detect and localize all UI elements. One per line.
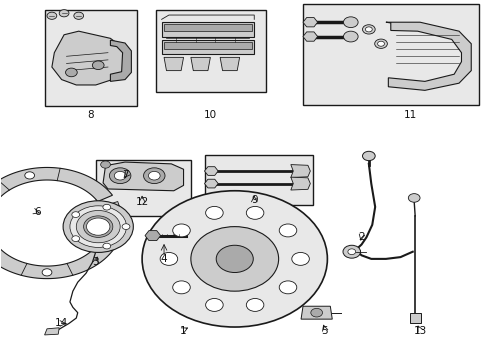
Polygon shape xyxy=(103,162,183,191)
Circle shape xyxy=(347,249,355,255)
Circle shape xyxy=(205,298,223,311)
Circle shape xyxy=(102,243,110,249)
Circle shape xyxy=(70,206,126,247)
Polygon shape xyxy=(44,328,59,335)
Polygon shape xyxy=(290,177,310,190)
Polygon shape xyxy=(44,10,137,107)
Circle shape xyxy=(172,281,190,294)
Polygon shape xyxy=(205,155,312,205)
Circle shape xyxy=(148,171,160,180)
Circle shape xyxy=(122,224,130,229)
Polygon shape xyxy=(409,313,420,323)
Circle shape xyxy=(160,252,177,265)
Circle shape xyxy=(63,201,133,252)
Text: 4: 4 xyxy=(161,254,167,264)
Circle shape xyxy=(114,171,126,180)
Polygon shape xyxy=(145,231,160,240)
Polygon shape xyxy=(163,57,183,71)
Circle shape xyxy=(407,194,419,202)
Circle shape xyxy=(76,211,120,243)
Circle shape xyxy=(101,161,110,168)
Polygon shape xyxy=(204,167,218,175)
Circle shape xyxy=(47,12,57,19)
Text: 7: 7 xyxy=(122,170,128,180)
Text: 3: 3 xyxy=(92,257,99,267)
Circle shape xyxy=(374,39,386,48)
Circle shape xyxy=(216,245,253,273)
Polygon shape xyxy=(220,57,239,71)
Circle shape xyxy=(377,41,384,46)
Polygon shape xyxy=(204,179,218,188)
Circle shape xyxy=(246,206,264,219)
Text: 9: 9 xyxy=(250,195,257,205)
Text: 8: 8 xyxy=(87,111,94,121)
Circle shape xyxy=(172,224,190,237)
Polygon shape xyxy=(156,10,266,92)
Circle shape xyxy=(291,252,309,265)
Circle shape xyxy=(310,309,322,317)
Text: 5: 5 xyxy=(321,325,327,336)
Circle shape xyxy=(117,172,128,181)
Circle shape xyxy=(365,27,371,32)
Circle shape xyxy=(362,25,374,34)
Polygon shape xyxy=(96,160,190,216)
Circle shape xyxy=(25,172,35,179)
Circle shape xyxy=(109,168,131,184)
Text: 6: 6 xyxy=(34,207,41,217)
Text: 13: 13 xyxy=(412,325,426,336)
Circle shape xyxy=(72,212,80,217)
Circle shape xyxy=(190,226,278,291)
Text: 1: 1 xyxy=(180,325,186,336)
Circle shape xyxy=(72,236,80,242)
Polygon shape xyxy=(190,57,210,71)
Polygon shape xyxy=(0,167,122,279)
Circle shape xyxy=(143,168,164,184)
Polygon shape xyxy=(96,202,120,214)
Circle shape xyxy=(342,245,360,258)
Text: 10: 10 xyxy=(203,111,217,121)
Circle shape xyxy=(279,281,296,294)
Polygon shape xyxy=(161,22,254,37)
Polygon shape xyxy=(303,4,478,105)
Text: 14: 14 xyxy=(55,319,68,328)
Circle shape xyxy=(343,31,357,42)
Text: 12: 12 xyxy=(135,197,148,207)
Circle shape xyxy=(86,218,110,235)
Circle shape xyxy=(74,12,83,19)
Polygon shape xyxy=(303,18,317,27)
Circle shape xyxy=(65,68,77,77)
Polygon shape xyxy=(52,31,127,85)
Polygon shape xyxy=(163,42,251,49)
Circle shape xyxy=(343,17,357,28)
Polygon shape xyxy=(303,32,317,41)
Text: 11: 11 xyxy=(403,111,416,121)
Circle shape xyxy=(83,216,113,237)
Circle shape xyxy=(246,298,264,311)
Polygon shape xyxy=(385,22,470,90)
Circle shape xyxy=(142,191,327,327)
Polygon shape xyxy=(161,40,254,54)
Polygon shape xyxy=(110,40,131,81)
Circle shape xyxy=(42,269,52,276)
Circle shape xyxy=(105,236,115,243)
Circle shape xyxy=(279,224,296,237)
Circle shape xyxy=(92,61,104,69)
Circle shape xyxy=(205,206,223,219)
Circle shape xyxy=(102,204,110,210)
Polygon shape xyxy=(290,165,310,177)
Text: 2: 2 xyxy=(358,232,364,242)
Polygon shape xyxy=(301,306,331,319)
Circle shape xyxy=(59,10,69,17)
Polygon shape xyxy=(163,24,251,31)
Circle shape xyxy=(362,151,374,161)
